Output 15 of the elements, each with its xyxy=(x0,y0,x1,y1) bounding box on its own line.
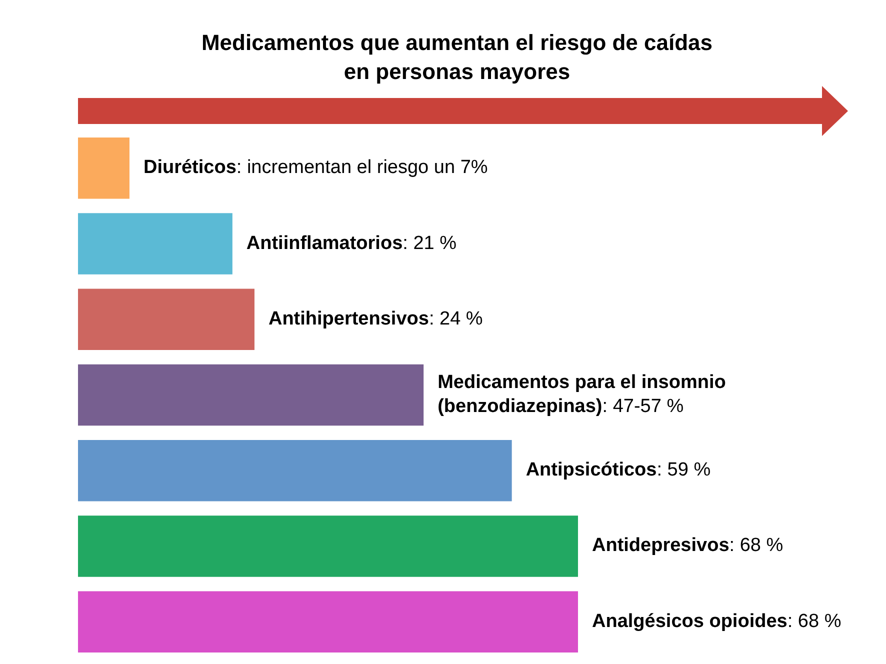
data-label: Antipsicóticos: 59 % xyxy=(526,460,711,481)
data-label: Diuréticos: incrementan el riesgo un 7% xyxy=(143,157,488,178)
text: Medicamentos para el insomnio (benzodiazepinas): 47-57 % xyxy=(438,372,726,417)
chart-title: Medicamentos que aumentan el riesgo de caídas en personas mayores xyxy=(201,30,713,84)
bar xyxy=(78,364,424,426)
bar xyxy=(78,138,130,199)
data-label: Antihipertensivos: 24 % xyxy=(268,308,483,330)
data-label: Analgésicos opioides: 68 % xyxy=(592,610,842,632)
bar xyxy=(78,288,254,350)
data-label: Antiinflamatorios: 21 % xyxy=(246,232,457,254)
bar xyxy=(78,591,578,652)
bar xyxy=(78,213,232,274)
data-label: Antidepresivos: 68 % xyxy=(592,535,784,556)
bar xyxy=(78,516,578,577)
bar xyxy=(78,440,512,502)
